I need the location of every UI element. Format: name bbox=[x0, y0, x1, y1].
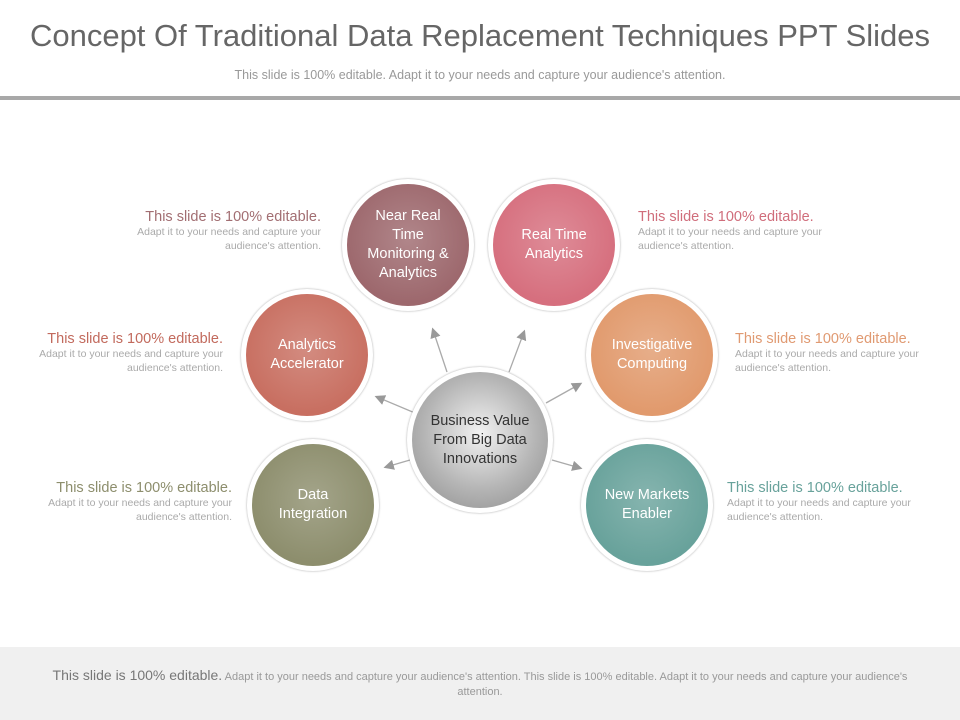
note-heading: This slide is 100% editable. bbox=[145, 209, 321, 225]
note-body: Adapt it to your needs and capture your … bbox=[735, 348, 919, 374]
footer-body: Adapt it to your needs and capture your … bbox=[224, 671, 908, 698]
arrow bbox=[383, 459, 411, 470]
note-text: This slide is 100% editable. Adapt it to … bbox=[735, 331, 935, 375]
center-circle: Business Value From Big Data Innovations bbox=[412, 372, 548, 508]
note-text: This slide is 100% editable. Adapt it to … bbox=[727, 480, 927, 524]
arrow bbox=[551, 459, 583, 471]
note-text: This slide is 100% editable. Adapt it to … bbox=[121, 209, 321, 253]
note-heading: This slide is 100% editable. bbox=[47, 331, 223, 347]
arrow bbox=[430, 327, 448, 373]
node-circle: Near Real Time Monitoring & Analytics bbox=[347, 184, 469, 306]
page-subtitle: This slide is 100% editable. Adapt it to… bbox=[234, 68, 726, 82]
note-body: Adapt it to your needs and capture your … bbox=[727, 497, 911, 523]
node-circle: New Markets Enabler bbox=[586, 444, 708, 566]
note-body: Adapt it to your needs and capture your … bbox=[638, 226, 822, 252]
arrow bbox=[545, 382, 583, 404]
note-text: This slide is 100% editable. Adapt it to … bbox=[638, 209, 838, 253]
header-divider bbox=[0, 96, 960, 100]
node-circle: Analytics Accelerator bbox=[246, 294, 368, 416]
note-heading: This slide is 100% editable. bbox=[56, 480, 232, 496]
footer: This slide is 100% editable. Adapt it to… bbox=[0, 647, 960, 720]
note-body: Adapt it to your needs and capture your … bbox=[48, 497, 232, 523]
note-heading: This slide is 100% editable. bbox=[727, 480, 903, 496]
node-circle: Investigative Computing bbox=[591, 294, 713, 416]
arrow bbox=[508, 329, 527, 373]
node-circle: Real Time Analytics bbox=[493, 184, 615, 306]
note-text: This slide is 100% editable. Adapt it to … bbox=[32, 480, 232, 524]
note-body: Adapt it to your needs and capture your … bbox=[137, 226, 321, 252]
note-text: This slide is 100% editable. Adapt it to … bbox=[23, 331, 223, 375]
note-body: Adapt it to your needs and capture your … bbox=[39, 348, 223, 374]
arrow bbox=[374, 395, 416, 414]
note-heading: This slide is 100% editable. bbox=[638, 209, 814, 225]
note-heading: This slide is 100% editable. bbox=[735, 331, 911, 347]
footer-heading: This slide is 100% editable. bbox=[52, 667, 223, 683]
page-title: Concept Of Traditional Data Replacement … bbox=[29, 18, 931, 53]
node-circle: Data Integration bbox=[252, 444, 374, 566]
